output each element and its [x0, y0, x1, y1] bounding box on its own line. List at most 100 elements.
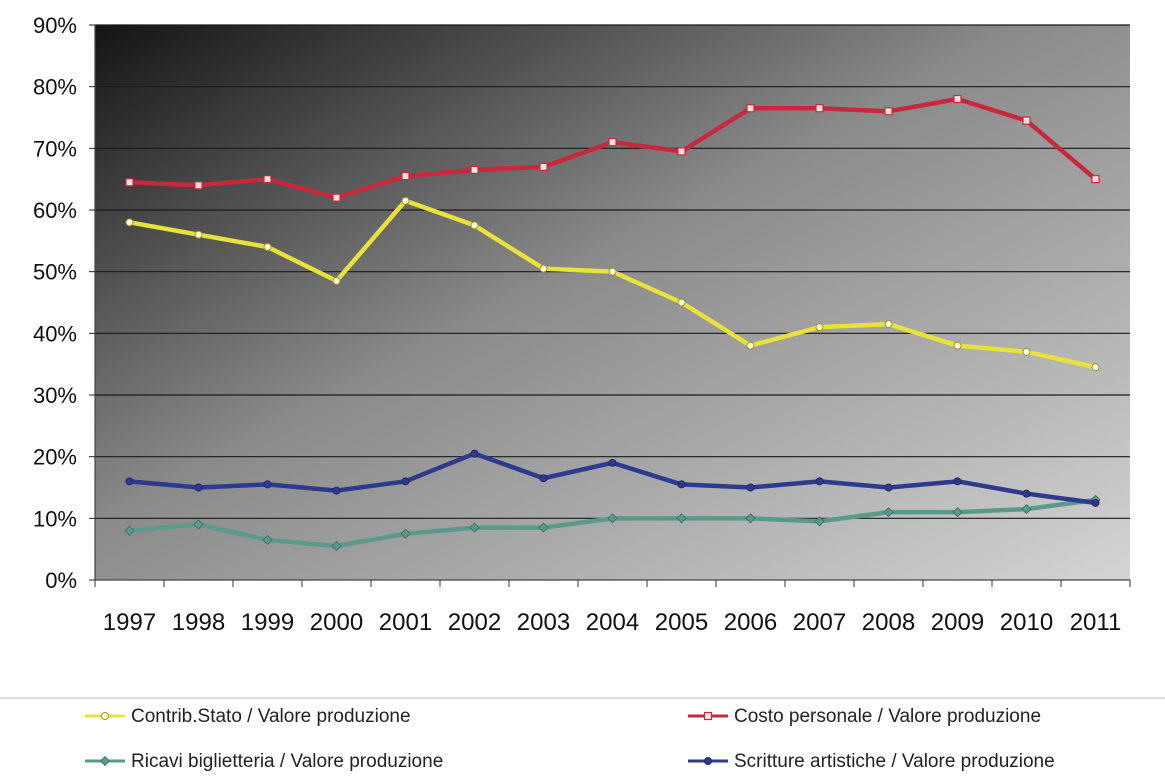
data-point [401, 171, 410, 181]
x-tick-label: 2004 [586, 609, 639, 636]
data-point [677, 147, 686, 156]
x-tick-label: 2006 [724, 609, 777, 636]
data-point [952, 507, 963, 518]
x-tick-label: 2000 [310, 609, 363, 636]
y-tick-label: 30% [33, 383, 77, 408]
legend-item: Ricavi biglietteria / Valore produzione [85, 751, 443, 772]
data-point [125, 218, 134, 227]
series-3 [124, 494, 1101, 552]
y-tick-label: 40% [33, 321, 77, 346]
legend-swatch-marker [704, 757, 712, 765]
y-tick-label: 70% [33, 136, 77, 161]
x-tick-label: 2005 [655, 609, 708, 636]
legend-item: Contrib.Stato / Valore produzione [85, 706, 411, 727]
data-point [470, 449, 479, 458]
legend: Contrib.Stato / Valore produzione Costo p… [85, 706, 1055, 772]
data-point [884, 320, 893, 329]
data-point [815, 323, 824, 332]
data-point [539, 264, 548, 273]
plot-area [95, 25, 1130, 580]
data-point [814, 516, 825, 527]
data-point [676, 513, 687, 524]
series-2 [125, 94, 1100, 202]
data-point [884, 107, 893, 116]
y-tick-label: 20% [33, 445, 77, 470]
data-point [332, 276, 341, 285]
data-point [608, 267, 617, 276]
data-point [262, 534, 273, 545]
y-tick-label: 10% [33, 506, 77, 531]
data-point [1022, 347, 1031, 356]
data-point [401, 196, 410, 205]
data-point [332, 193, 341, 202]
data-point [953, 477, 962, 486]
data-point [953, 341, 962, 350]
data-point [193, 519, 204, 530]
data-point [124, 525, 135, 536]
x-tick-label: 1998 [172, 609, 225, 636]
data-point [883, 507, 894, 518]
data-point [470, 221, 479, 230]
x-tick-label: 2007 [793, 609, 846, 636]
data-point [263, 243, 272, 251]
data-point [1091, 363, 1100, 372]
y-tick-label: 50% [33, 260, 77, 285]
data-point [194, 230, 203, 239]
data-point [539, 162, 548, 171]
data-point [746, 483, 755, 492]
legend-swatch-marker [703, 711, 713, 721]
series-layer [124, 94, 1101, 552]
x-tick-label: 2010 [1000, 609, 1053, 636]
data-point [1022, 116, 1031, 125]
series-1 [125, 196, 1100, 372]
data-point [125, 178, 134, 187]
data-point [953, 94, 962, 104]
y-axis-ticks: 0% 10% 20% 30% 40% 50% 60% 70% 80% 90% [33, 13, 95, 593]
data-point [1091, 175, 1100, 184]
axes [94, 25, 1130, 581]
data-point [401, 477, 410, 486]
data-point [815, 104, 824, 113]
data-point [400, 528, 411, 539]
x-axis-ticks: 1997 1998 1999 2000 2001 2002 2003 2004 2005 2006… [94, 580, 1131, 636]
series-4 [125, 449, 1100, 507]
data-point [677, 480, 686, 489]
data-point [125, 477, 134, 486]
data-point [539, 474, 548, 483]
x-tick-label: 2011 [1070, 609, 1122, 636]
data-point [1022, 489, 1031, 498]
y-tick-label: 90% [33, 13, 77, 38]
data-point [608, 458, 617, 467]
x-tick-label: 1997 [103, 609, 156, 636]
legend-swatch-marker [101, 712, 109, 720]
data-point [1021, 504, 1032, 515]
x-tick-label: 2002 [448, 609, 501, 636]
data-point [469, 522, 480, 533]
data-point [746, 341, 755, 350]
y-tick-label: 0% [45, 568, 77, 593]
legend-label: Contrib.Stato / Valore produzione [131, 706, 411, 727]
data-point [677, 298, 686, 307]
data-point [608, 138, 617, 147]
legend-item: Costo personale / Valore produzione [688, 706, 1041, 727]
x-tick-label: 2009 [931, 609, 984, 636]
legend-label: Ricavi biglietteria / Valore produzione [131, 751, 443, 772]
data-point [1091, 498, 1100, 507]
data-point [607, 513, 618, 524]
data-point [332, 486, 341, 495]
x-tick-label: 2008 [862, 609, 915, 636]
legend-item: Scritture artistiche / Valore produzione [688, 751, 1055, 772]
x-tick-label: 1999 [241, 609, 294, 636]
data-point [194, 483, 203, 492]
data-point [884, 483, 893, 492]
data-point [746, 104, 755, 113]
legend-label: Costo personale / Valore produzione [734, 706, 1041, 727]
x-tick-label: 2001 [379, 609, 432, 636]
y-tick-label: 80% [33, 75, 77, 100]
data-point [331, 541, 342, 552]
data-point [470, 165, 479, 175]
data-point [538, 522, 549, 533]
data-point [815, 477, 824, 486]
data-point [263, 175, 272, 184]
